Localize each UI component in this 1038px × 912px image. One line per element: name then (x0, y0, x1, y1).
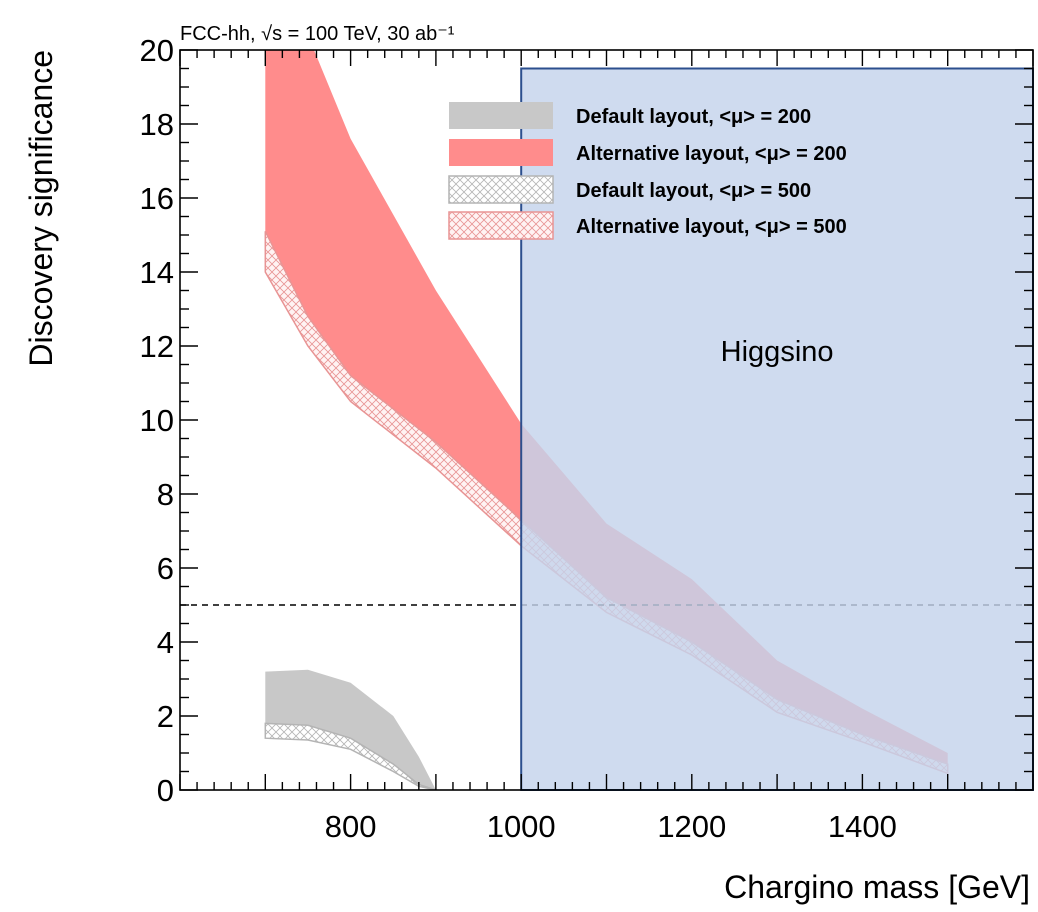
x-tick-label: 1200 (657, 809, 726, 844)
legend-label-1: Alternative layout, <μ> = 200 (576, 143, 847, 165)
bands (264, 50, 949, 790)
legend-swatch-0 (449, 102, 553, 129)
x-tick-label: 1000 (487, 809, 556, 844)
y-tick-label: 20 (140, 33, 174, 68)
legend-label-2: Default layout, <μ> = 500 (576, 180, 811, 202)
legend-label-0: Default layout, <μ> = 200 (576, 106, 811, 128)
legend: Default layout, <μ> = 200 Alternative lay… (448, 102, 847, 240)
higgsino-region (520, 67, 1034, 791)
y-tick-label: 4 (157, 625, 174, 660)
x-tick-label: 1400 (828, 809, 897, 844)
x-tick-label: 800 (325, 809, 377, 844)
legend-swatch-3 (448, 211, 554, 240)
y-axis-title: Discovery significance (23, 50, 59, 367)
x-axis-title: Chargino mass [GeV] (724, 869, 1030, 905)
y-tick-label: 6 (157, 551, 174, 586)
y-tick-label: 14 (140, 255, 174, 290)
band-series-1 (265, 50, 948, 774)
legend-label-3: Alternative layout, <μ> = 500 (576, 216, 847, 238)
legend-swatch-1 (449, 139, 553, 166)
legend-swatch-2 (448, 175, 554, 204)
y-tick-label: 16 (140, 181, 174, 216)
axis-tick-labels: 800 1000 1200 1400 0 2 4 6 8 10 12 14 16 18 20 (140, 33, 897, 844)
y-tick-label: 0 (157, 773, 174, 808)
band-series-0 (265, 669, 436, 790)
y-tick-label: 2 (157, 699, 174, 734)
band-series-2 (264, 722, 437, 790)
y-tick-label: 8 (157, 477, 174, 512)
y-tick-label: 12 (140, 329, 174, 364)
y-tick-label: 10 (140, 403, 174, 438)
axis-ticks (179, 49, 1034, 791)
y-tick-label: 18 (140, 107, 174, 142)
chart-header: FCC-hh, √s = 100 TeV, 30 ab⁻¹ (180, 23, 455, 45)
higgsino-label: Higgsino (721, 336, 834, 368)
